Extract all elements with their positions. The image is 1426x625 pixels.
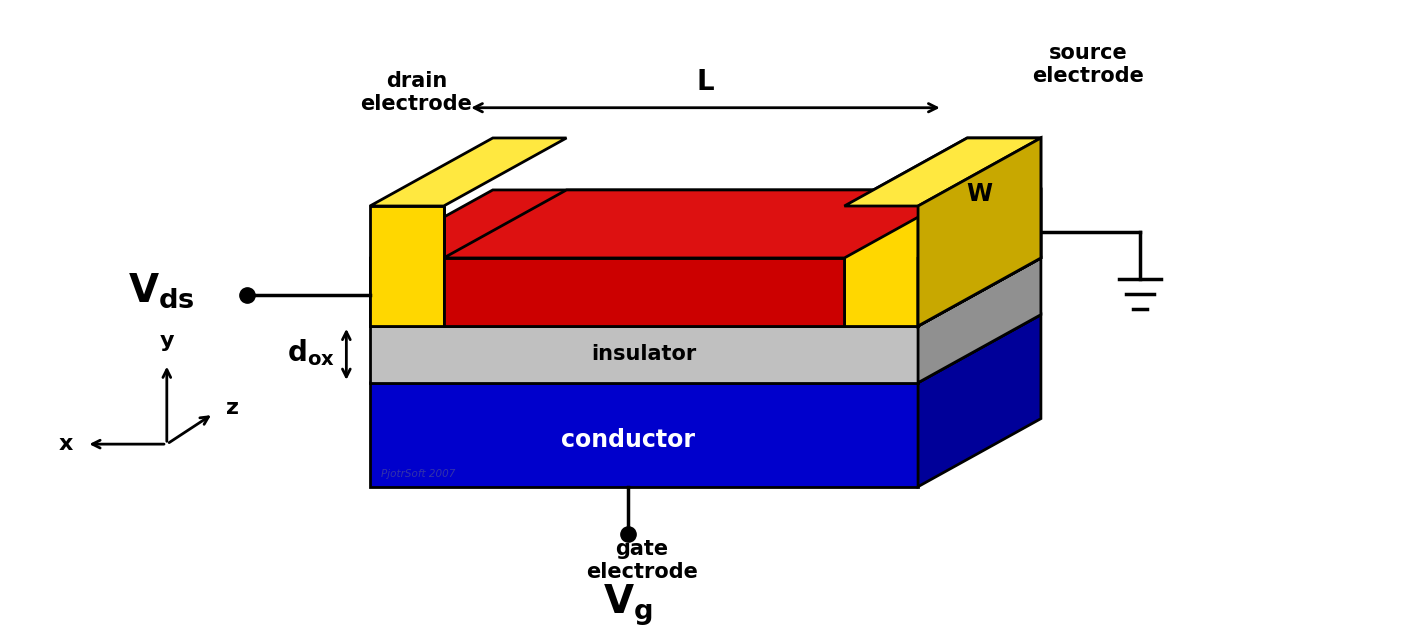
Polygon shape: [918, 138, 1041, 326]
Polygon shape: [918, 190, 1041, 326]
Text: conductor: conductor: [560, 428, 694, 452]
Polygon shape: [369, 314, 1041, 382]
Text: insulator: insulator: [592, 344, 697, 364]
Polygon shape: [443, 258, 844, 326]
Text: z: z: [225, 398, 238, 418]
Polygon shape: [918, 190, 1041, 326]
Polygon shape: [844, 138, 1041, 206]
Polygon shape: [369, 138, 566, 206]
Text: L: L: [697, 68, 714, 96]
Text: $\mathbf{V_{ds}}$: $\mathbf{V_{ds}}$: [128, 271, 195, 310]
Text: $\mathbf{V_g}$: $\mathbf{V_g}$: [603, 582, 653, 625]
Polygon shape: [369, 382, 918, 487]
Polygon shape: [918, 314, 1041, 487]
Polygon shape: [369, 258, 918, 326]
Text: gate
electrode: gate electrode: [586, 539, 697, 582]
Polygon shape: [369, 190, 1041, 258]
Text: $\mathbf{d_{ox}}$: $\mathbf{d_{ox}}$: [287, 337, 335, 368]
Polygon shape: [918, 138, 1041, 326]
Text: y: y: [160, 331, 174, 351]
Text: PjotrSoft 2007: PjotrSoft 2007: [381, 469, 456, 479]
Polygon shape: [918, 258, 1041, 382]
Text: x: x: [58, 434, 73, 454]
Text: semiconductor: semiconductor: [513, 282, 687, 302]
Text: W: W: [967, 182, 992, 206]
Polygon shape: [844, 206, 918, 326]
Polygon shape: [369, 206, 443, 326]
Polygon shape: [369, 258, 1041, 326]
Polygon shape: [369, 326, 918, 382]
Polygon shape: [844, 138, 1041, 206]
Polygon shape: [443, 190, 967, 258]
Text: source
electrode: source electrode: [1032, 42, 1144, 86]
Text: drain
electrode: drain electrode: [361, 71, 472, 114]
